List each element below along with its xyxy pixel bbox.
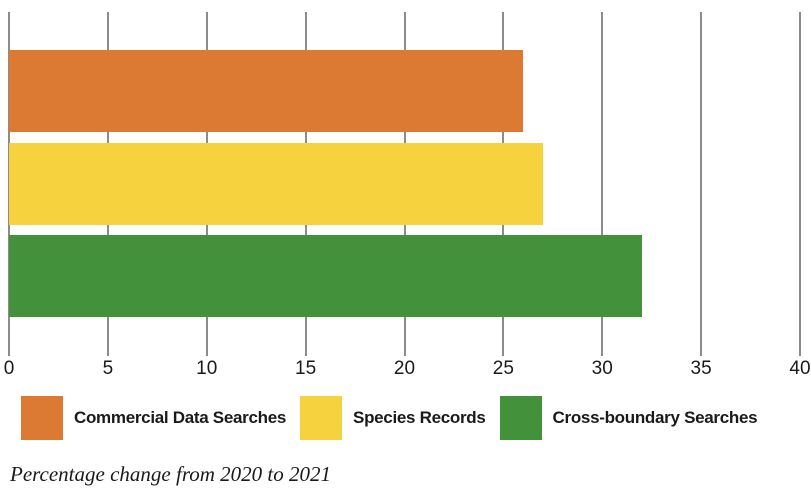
legend-label: Species Records: [353, 408, 486, 427]
legend-swatch-orange: [21, 396, 63, 440]
legend-item-cross-boundary-searches: Cross-boundary Searches: [499, 396, 758, 440]
legend: Commercial Data Searches Species Records…: [21, 396, 758, 440]
x-tick-label: 30: [591, 358, 613, 379]
legend-swatch-yellow: [300, 396, 343, 440]
legend-label: Commercial Data Searches: [74, 408, 287, 427]
legend-label: Cross-boundary Searches: [552, 408, 758, 427]
legend-item-species-records: Species Records: [300, 396, 486, 440]
chart-caption: Percentage change from 2020 to 2021: [10, 462, 331, 486]
x-tick-label: 35: [690, 358, 712, 379]
x-tick-label: 10: [196, 358, 218, 379]
legend-swatch-green: [499, 396, 542, 440]
gridline: [700, 12, 703, 356]
bar-commercial-data-searches: [9, 50, 524, 132]
x-tick-label: 5: [102, 358, 114, 379]
x-tick-label: 15: [295, 358, 317, 379]
x-axis: 0 5 10 15 20 25 30 35 40: [4, 358, 811, 382]
plot-area: [8, 12, 801, 356]
x-tick-label: 0: [3, 358, 15, 379]
x-tick-label: 40: [789, 358, 811, 379]
bar-cross-boundary-searches: [9, 235, 642, 317]
x-tick-label: 20: [393, 358, 416, 379]
gridline: [799, 12, 801, 356]
bar-species-records: [9, 143, 543, 225]
x-tick-label: 25: [492, 358, 514, 379]
gridline: [601, 12, 604, 356]
legend-item-commercial-data-searches: Commercial Data Searches: [21, 396, 286, 440]
